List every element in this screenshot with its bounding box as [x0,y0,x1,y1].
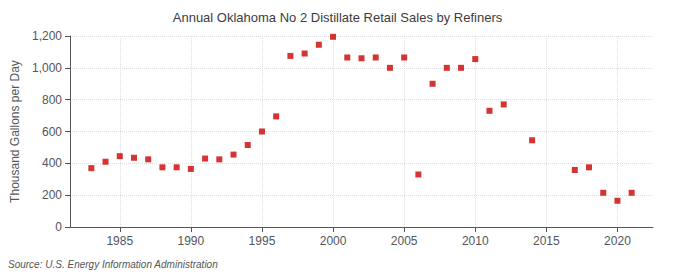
svg-text:Thousand Gallons per Day: Thousand Gallons per Day [8,60,22,203]
svg-text:400: 400 [42,156,62,170]
svg-text:600: 600 [42,125,62,139]
svg-text:2005: 2005 [391,234,418,248]
svg-text:1985: 1985 [106,234,133,248]
svg-text:0: 0 [55,220,62,234]
svg-text:Source: U.S. Energy Informatio: Source: U.S. Energy Information Administ… [8,259,218,270]
svg-text:1990: 1990 [178,234,205,248]
svg-text:1995: 1995 [249,234,276,248]
svg-text:800: 800 [42,93,62,107]
svg-text:200: 200 [42,188,62,202]
svg-text:2020: 2020 [604,234,631,248]
svg-text:2010: 2010 [462,234,489,248]
svg-text:2000: 2000 [320,234,347,248]
svg-text:2015: 2015 [533,234,560,248]
svg-text:1,000: 1,000 [32,61,62,75]
svg-text:1,200: 1,200 [32,29,62,43]
svg-text:Annual Oklahoma No 2 Distillat: Annual Oklahoma No 2 Distillate Retail S… [173,10,503,25]
